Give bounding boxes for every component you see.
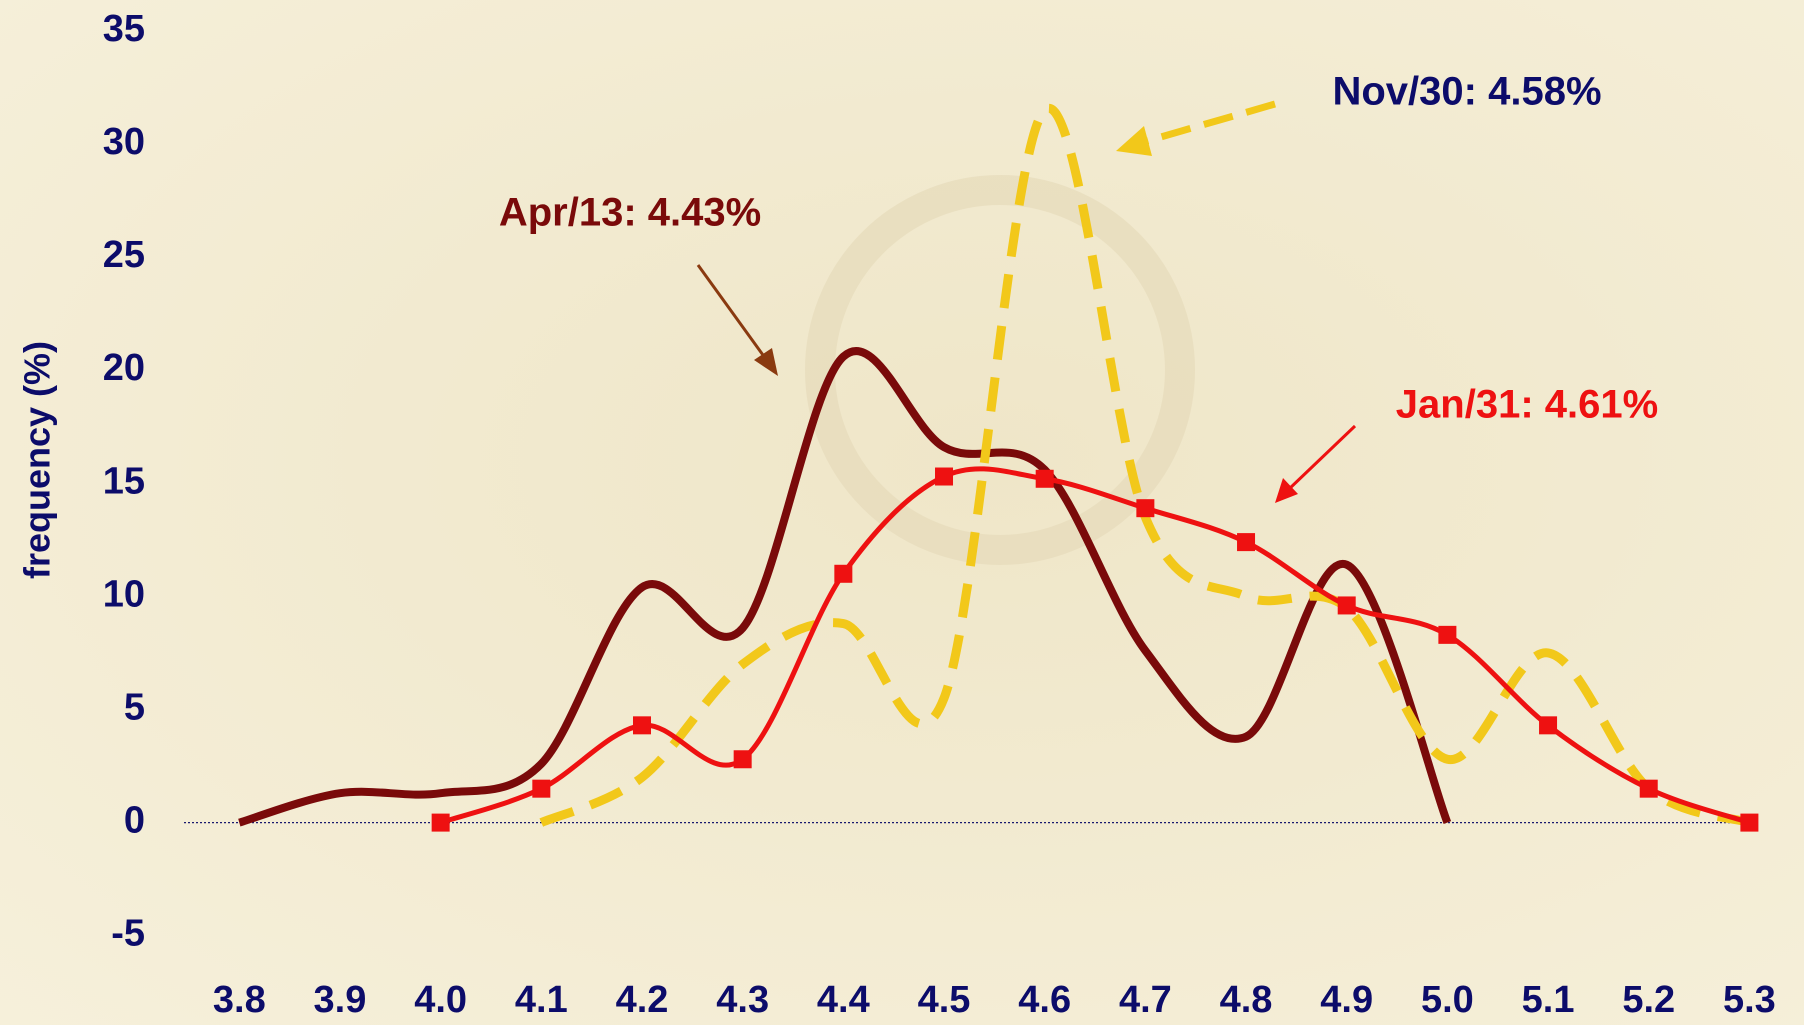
y-tick-label: 5 bbox=[124, 687, 145, 729]
marker bbox=[1539, 716, 1558, 735]
marker bbox=[1438, 625, 1457, 644]
series-line bbox=[238, 347, 1452, 827]
x-tick-label: 5.3 bbox=[1723, 979, 1776, 1021]
y-tick-label: 30 bbox=[103, 121, 145, 163]
x-tick-label: 4.1 bbox=[515, 979, 568, 1021]
y-tick-label: 15 bbox=[103, 460, 145, 502]
y-tick-label: 10 bbox=[103, 573, 145, 615]
x-tick-label: 4.0 bbox=[414, 979, 467, 1021]
x-tick-label: 4.6 bbox=[1018, 979, 1071, 1021]
x-tick-label: 5.2 bbox=[1622, 979, 1675, 1021]
x-tick-label: 3.8 bbox=[213, 979, 266, 1021]
marker bbox=[532, 779, 551, 798]
arrow-head bbox=[1116, 126, 1152, 156]
y-tick-label: 35 bbox=[103, 8, 145, 50]
series-line bbox=[439, 466, 1751, 825]
annotation: Apr/13: 4.43% bbox=[499, 191, 761, 235]
marker bbox=[935, 467, 954, 486]
marker bbox=[431, 813, 450, 832]
marker bbox=[632, 716, 651, 735]
y-tick-label: -5 bbox=[111, 913, 145, 955]
x-tick-label: 4.5 bbox=[918, 979, 971, 1021]
x-tick-label: 5.1 bbox=[1522, 979, 1575, 1021]
marker bbox=[1337, 596, 1356, 615]
x-tick-label: 4.2 bbox=[616, 979, 669, 1021]
x-tick-label: 4.7 bbox=[1119, 979, 1172, 1021]
x-tick-label: 5.0 bbox=[1421, 979, 1474, 1021]
arrow-head bbox=[754, 348, 778, 376]
x-tick-label: 4.8 bbox=[1220, 979, 1273, 1021]
marker bbox=[834, 564, 853, 583]
y-tick-label: 25 bbox=[103, 234, 145, 276]
annotation: Jan/31: 4.61% bbox=[1396, 383, 1658, 427]
marker bbox=[1639, 779, 1658, 798]
annotation: Nov/30: 4.58% bbox=[1332, 70, 1601, 114]
annotation-arrow bbox=[696, 264, 770, 363]
x-tick-label: 4.3 bbox=[716, 979, 769, 1021]
watermark bbox=[805, 175, 1195, 565]
marker bbox=[1035, 469, 1054, 488]
x-tick-label: 3.9 bbox=[314, 979, 367, 1021]
x-tick-label: 4.4 bbox=[817, 979, 870, 1021]
y-axis-label: frequency (%) bbox=[17, 341, 58, 579]
annotation-arrow bbox=[1286, 424, 1357, 492]
annotation-arrow bbox=[1139, 100, 1276, 147]
arrow-head bbox=[1275, 478, 1298, 503]
marker bbox=[1740, 813, 1759, 832]
y-tick-label: 0 bbox=[124, 800, 145, 842]
marker bbox=[1237, 533, 1256, 552]
marker bbox=[733, 750, 752, 769]
y-tick-label: 20 bbox=[103, 347, 145, 389]
series-line bbox=[539, 103, 1751, 827]
x-tick-label: 4.9 bbox=[1320, 979, 1373, 1021]
marker bbox=[1136, 499, 1155, 518]
